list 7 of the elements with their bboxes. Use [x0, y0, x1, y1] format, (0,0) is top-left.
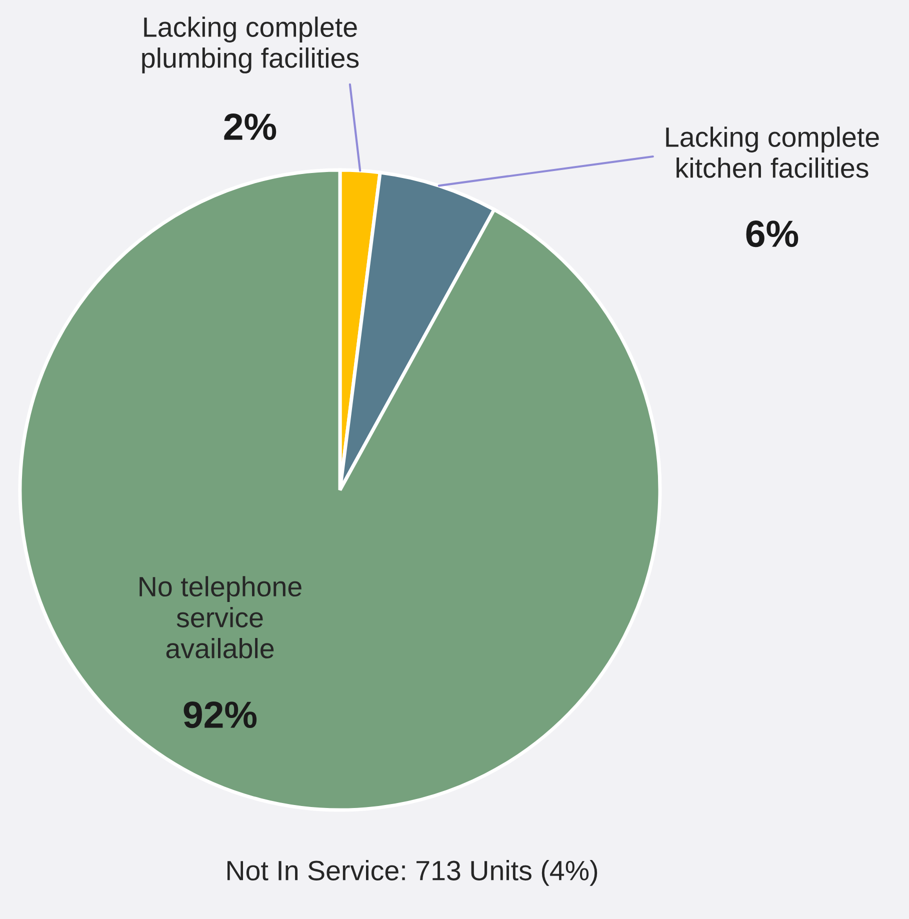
data-label: 92% [184, 702, 257, 728]
slice-label: Lacking complete plumbing facilities [142, 16, 359, 74]
text: Not In Service: 713 Units (4%) [227, 860, 598, 886]
slice-label: Lacking complete kitchen facilities [666, 126, 879, 178]
data-label: 6% [746, 220, 798, 248]
data-label: 2% [224, 114, 276, 140]
slice-label: No telephone service available [140, 576, 302, 658]
